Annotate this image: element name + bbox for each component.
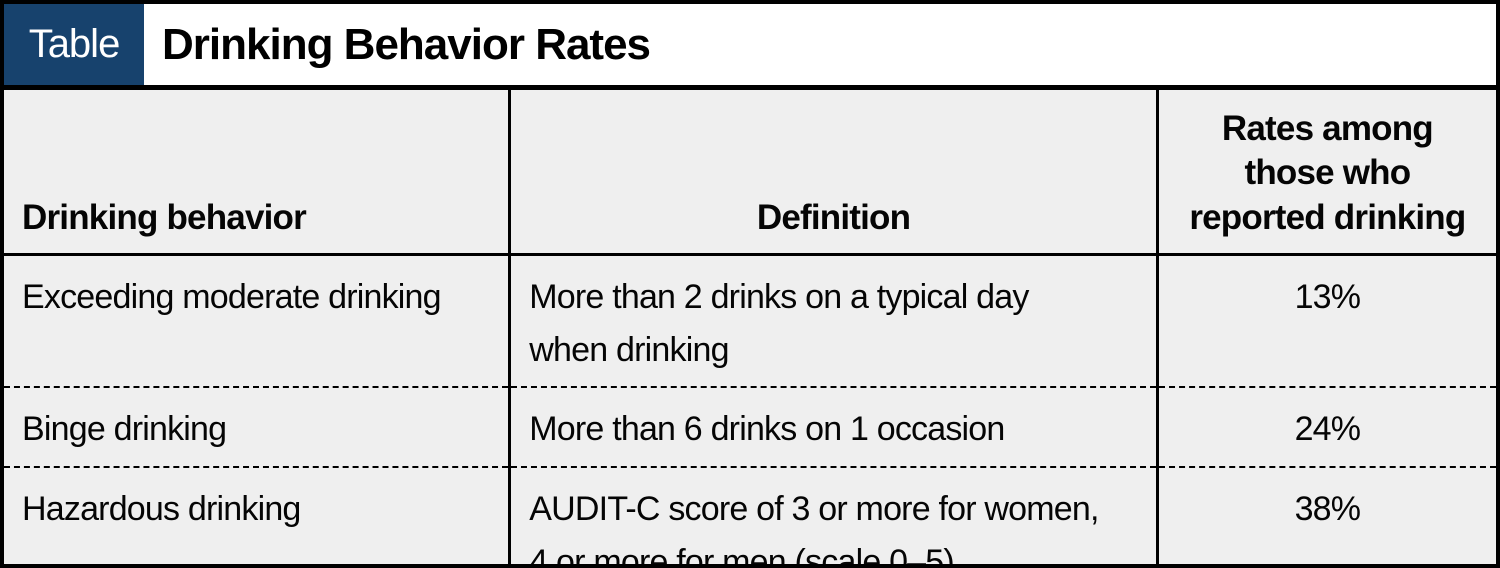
behavior-cell: Binge drinking [4,386,512,468]
table-header: Drinking behavior Definition Rates among… [4,90,1496,256]
table-row: Hazardous drinking AUDIT-C score of 3 or… [4,466,1496,564]
column-header-definition: Definition [509,90,1159,256]
header-row: Drinking behavior Definition Rates among… [4,90,1496,256]
data-table: Drinking behavior Definition Rates among… [4,90,1496,564]
definition-cell: More than 2 drinks on a typical day when… [509,254,1159,388]
definition-cell: More than 6 drinks on 1 occasion [509,386,1159,468]
table-body-area: Drinking behavior Definition Rates among… [4,90,1496,564]
definition-cell: AUDIT-C score of 3 or more for women, 4 … [509,466,1159,564]
table-badge: Table [4,4,144,85]
column-header-drinking-behavior: Drinking behavior [4,90,512,256]
rate-cell: 38% [1157,466,1496,564]
behavior-cell: Hazardous drinking [4,466,512,564]
figure-title: Drinking Behavior Rates [144,4,651,85]
rate-cell: 13% [1294,278,1361,316]
column-header-rates: Rates among those who reported drinking [1157,90,1496,256]
table-badge-label: Table [28,22,121,66]
figure-title-bar: Table Drinking Behavior Rates [4,4,1496,90]
table-row: Binge drinking More than 6 drinks on 1 o… [4,386,1496,468]
behavior-cell: Exceeding moderate drinking [4,254,512,388]
rate-cell: 24% [1157,386,1496,468]
figure-title-text: Drinking Behavior Rates [162,19,651,69]
table-rows: Exceeding moderate drinking More than 2 … [4,254,1496,564]
table-row: Exceeding moderate drinking More than 2 … [4,254,1496,388]
